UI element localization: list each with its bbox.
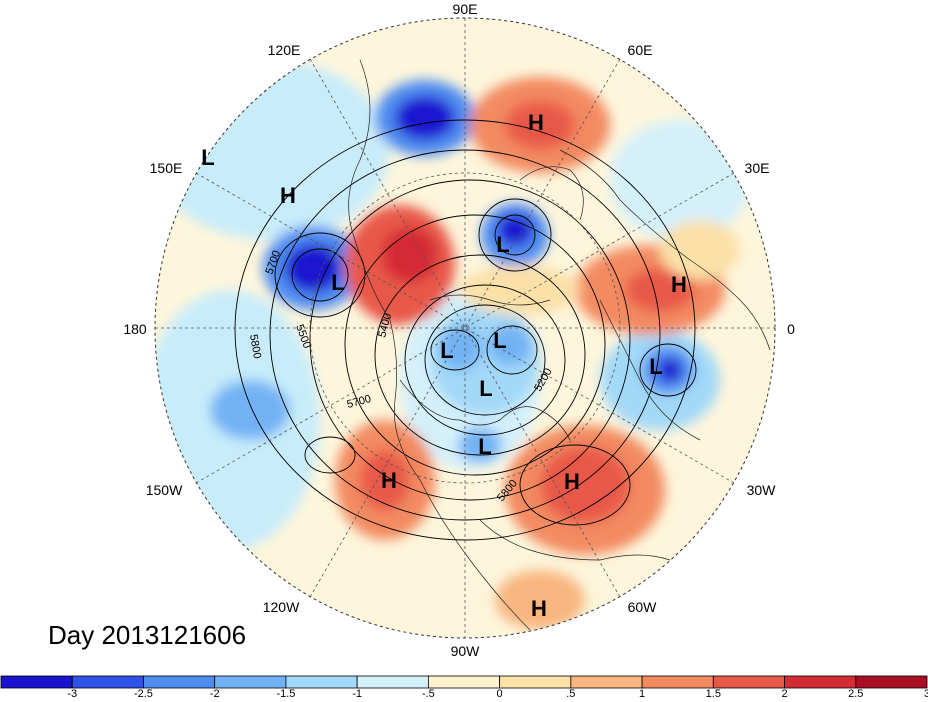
- day-label: Day 2013121606: [48, 620, 247, 650]
- colorbar-swatch: [0, 675, 73, 689]
- longitude-label-60w: 60W: [627, 599, 657, 615]
- pressure-center-low: L: [493, 328, 506, 353]
- colorbar-tick-label: 2: [781, 688, 788, 700]
- pressure-center-high: H: [528, 110, 544, 135]
- graticule: [155, 18, 775, 638]
- colorbar-tick-label: -2.5: [133, 688, 153, 700]
- colorbar-tick-label: 1.5: [705, 688, 721, 700]
- colorbar-swatch: [214, 675, 287, 689]
- colorbar-tick-label: 0: [496, 688, 503, 700]
- coastlines: [348, 59, 771, 631]
- colorbar-swatch: [356, 675, 429, 689]
- pressure-center-group: L H L H L H L L L L L H H H: [201, 110, 687, 621]
- colorbar-tick-label: 2.5: [848, 688, 864, 700]
- colorbar-swatch: [712, 675, 785, 689]
- pressure-center-high: H: [381, 468, 397, 493]
- pressure-center-low: L: [440, 338, 453, 363]
- pressure-center-low: L: [649, 354, 662, 379]
- pressure-center-high: H: [280, 183, 296, 208]
- colorbar-swatch: [427, 675, 501, 689]
- longitude-label-60e: 60E: [627, 42, 653, 58]
- longitude-label-90e: 90E: [452, 1, 478, 17]
- pressure-center-low: L: [479, 376, 492, 401]
- colorbar: [0, 675, 928, 689]
- colorbar-tick-label: .5: [566, 688, 576, 700]
- pressure-center-low: L: [496, 232, 509, 257]
- pressure-center-low: L: [478, 434, 491, 459]
- colorbar-swatch: [784, 675, 857, 689]
- longitude-label-120w: 120W: [262, 599, 300, 615]
- colorbar-swatch: [285, 675, 358, 689]
- longitude-label-30e: 30E: [744, 160, 770, 176]
- colorbar-swatch: [71, 675, 144, 689]
- pressure-center-low: L: [331, 270, 344, 295]
- contour-label: 5800: [247, 333, 263, 359]
- colorbar-swatch: [143, 675, 216, 689]
- colorbar-swatch: [641, 675, 714, 689]
- colorbar-swatch: [499, 675, 572, 689]
- colorbar-tick-label: 3: [923, 688, 928, 700]
- colorbar-tick-label: 1: [639, 688, 646, 700]
- colorbar-tick-label: -1: [352, 688, 363, 700]
- anomaly-field: [155, 18, 775, 638]
- colorbar-swatch: [570, 675, 643, 689]
- longitude-label-150e: 150E: [149, 160, 183, 176]
- colorbar-tick-label: -3: [67, 688, 78, 700]
- pressure-center-low: L: [201, 145, 214, 170]
- pressure-center-high: H: [531, 596, 547, 621]
- longitude-label-150w: 150W: [145, 482, 183, 498]
- longitude-label-0: 0: [787, 321, 795, 337]
- longitude-label-90w: 90W: [450, 643, 480, 659]
- longitude-label-180: 180: [123, 321, 147, 337]
- pressure-center-high: H: [564, 469, 580, 494]
- colorbar-tick-label: -2: [209, 688, 220, 700]
- colorbar-swatch: [855, 675, 928, 689]
- map-boundary: [154, 17, 776, 639]
- colorbar-tick-label: -1.5: [276, 688, 296, 700]
- longitude-label-120e: 120E: [267, 42, 301, 58]
- colorbar-tick-label: -.5: [421, 688, 435, 700]
- pressure-center-high: H: [671, 272, 687, 297]
- longitude-label-30w: 30W: [746, 482, 776, 498]
